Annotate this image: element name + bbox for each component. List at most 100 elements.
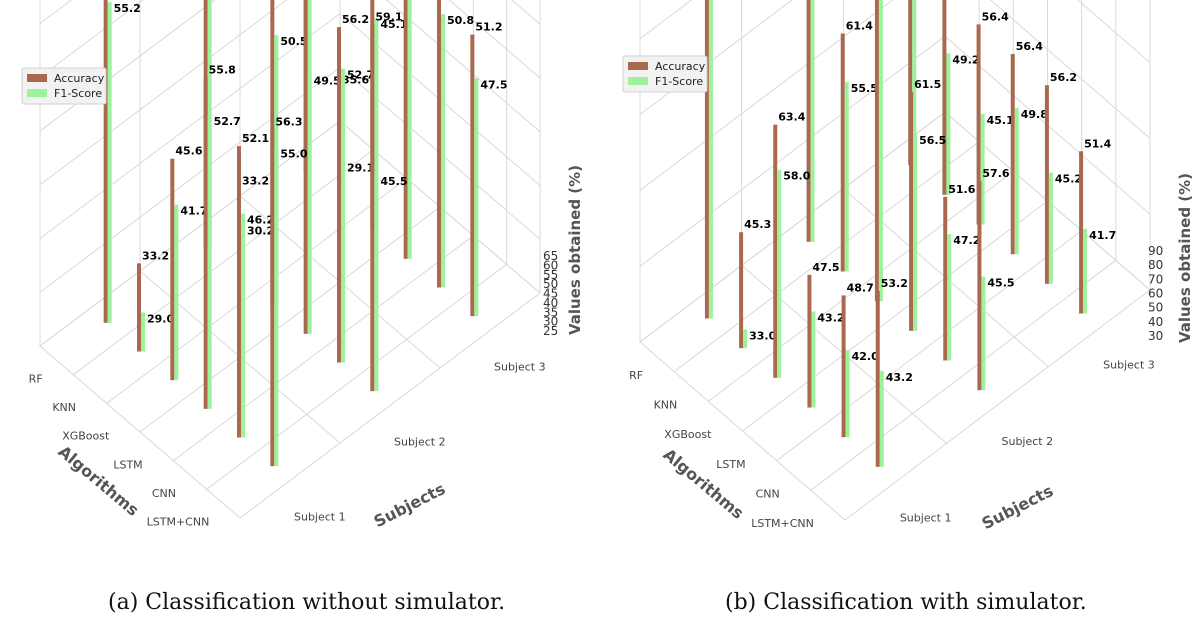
accuracy-bar: [403, 0, 408, 259]
f1-value-label: 45.5: [380, 175, 407, 188]
accuracy-bar: [1010, 54, 1015, 255]
accuracy-bar: [943, 196, 948, 361]
f1-bar: [912, 0, 917, 166]
f1-value-label: 55.0: [280, 148, 307, 161]
f1-bar: [107, 2, 112, 323]
gridline: [639, 0, 1151, 115]
accuracy-value-label: 56.3: [275, 116, 302, 129]
f1-bar: [947, 234, 952, 361]
algorithm-tick-label: LSTM+CNN: [147, 516, 210, 529]
f1-value-label: 56.5: [919, 134, 946, 147]
algorithm-tick-label: LSTM+CNN: [751, 517, 814, 530]
f1-value-label: 52.7: [347, 69, 374, 82]
f1-value-label: 41.7: [1089, 229, 1116, 242]
gridline: [639, 111, 946, 343]
f1-bar: [980, 114, 985, 225]
f1-value-label: 30.2: [247, 225, 274, 238]
z-tick-label: 40: [1148, 315, 1163, 329]
gridline: [844, 289, 1151, 521]
accuracy-bar: [841, 295, 846, 438]
f1-value-label: 45.1: [380, 18, 407, 31]
accuracy-bar: [237, 146, 241, 438]
f1-value-label: 45.1: [987, 114, 1014, 127]
f1-value-label: 49.5: [314, 74, 341, 87]
accuracy-bar: [807, 274, 812, 408]
gridline: [139, 206, 441, 433]
z-tick-label: 30: [543, 315, 558, 329]
legend-swatch-accuracy: [628, 62, 648, 70]
accuracy-value-label: 56.2: [342, 13, 369, 26]
gridline: [39, 120, 341, 347]
f1-bar: [878, 0, 883, 302]
accuracy-bar: [1044, 85, 1049, 284]
accuracy-value-label: 55.8: [209, 64, 236, 77]
gridline: [106, 177, 407, 404]
z-tick-label: 60: [1148, 287, 1163, 301]
f1-bar: [913, 133, 918, 331]
accuracy-bar: [773, 124, 778, 378]
algorithm-tick-label: KNN: [654, 399, 678, 412]
accuracy-bar: [270, 129, 275, 467]
f1-value-label: 47.5: [480, 78, 507, 91]
accuracy-value-label: 48.7: [847, 281, 874, 294]
f1-value-label: 52.7: [214, 115, 241, 128]
z-tick-label: 70: [1148, 272, 1163, 286]
caption-a: (a) Classification without simulator.: [108, 590, 506, 615]
accuracy-bar: [909, 92, 914, 331]
accuracy-bar: [470, 34, 475, 317]
f1-bar: [441, 14, 445, 288]
accuracy-bar: [203, 77, 208, 409]
f1-value-label: 55.2: [114, 2, 141, 15]
z-tick-label: 55: [543, 268, 558, 282]
accuracy-value-label: 63.4: [778, 111, 805, 124]
legend-swatch-f1: [628, 77, 648, 85]
accuracy-value-label: 56.4: [982, 10, 1009, 23]
f1-value-label: 29.1: [347, 161, 374, 174]
gridline: [639, 111, 1151, 343]
f1-bar: [341, 68, 345, 363]
accuracy-value-label: 45.6: [175, 145, 202, 158]
accuracy-bar: [103, 0, 108, 323]
gridline: [776, 230, 1082, 462]
legend: Accuracy F1-Score: [622, 55, 708, 93]
f1-bar: [743, 329, 748, 349]
accuracy-bar: [977, 180, 982, 391]
algorithm-tick-label: LSTM: [113, 458, 142, 471]
z-tick-label: 80: [1148, 258, 1163, 272]
accuracy-value-label: 56.4: [1016, 40, 1043, 53]
f1-value-label: 42.0: [852, 350, 879, 363]
gridline: [39, 66, 541, 293]
z-tick-label: 90: [1148, 244, 1163, 258]
subject-axis-label: Subjects: [371, 479, 449, 531]
gridline: [206, 263, 507, 490]
legend: Accuracy F1-Score: [21, 67, 107, 105]
accuracy-bar: [303, 0, 308, 334]
f1-value-label: 50.8: [447, 14, 474, 27]
algorithm-tick-label: LSTM: [716, 458, 745, 471]
f1-value-label: 43.2: [817, 311, 844, 324]
accuracy-value-label: 61.5: [914, 78, 941, 91]
f1-value-label: 45.5: [987, 277, 1014, 290]
f1-value-label: 47.2: [953, 234, 980, 247]
accuracy-bar: [806, 0, 811, 242]
f1-bar: [307, 74, 312, 334]
f1-value-label: 55.5: [851, 82, 878, 95]
accuracy-value-label: 45.3: [744, 218, 771, 231]
accuracy-value-label: 61.4: [846, 19, 873, 32]
subject-tick-label: Subject 1: [900, 512, 952, 525]
gridline: [639, 0, 693, 40]
f1-bar: [241, 213, 245, 438]
f1-bar: [879, 370, 884, 467]
f1-bar: [207, 115, 212, 409]
accuracy-bar: [370, 24, 375, 392]
f1-bar: [474, 78, 479, 317]
gridline: [742, 200, 1048, 432]
accuracy-value-label: 57.6: [982, 167, 1009, 180]
gridline: [673, 141, 980, 373]
accuracy-bar: [739, 232, 744, 349]
f1-value-label: 50.5: [280, 35, 307, 48]
f1-value-label: 43.2: [886, 371, 913, 384]
